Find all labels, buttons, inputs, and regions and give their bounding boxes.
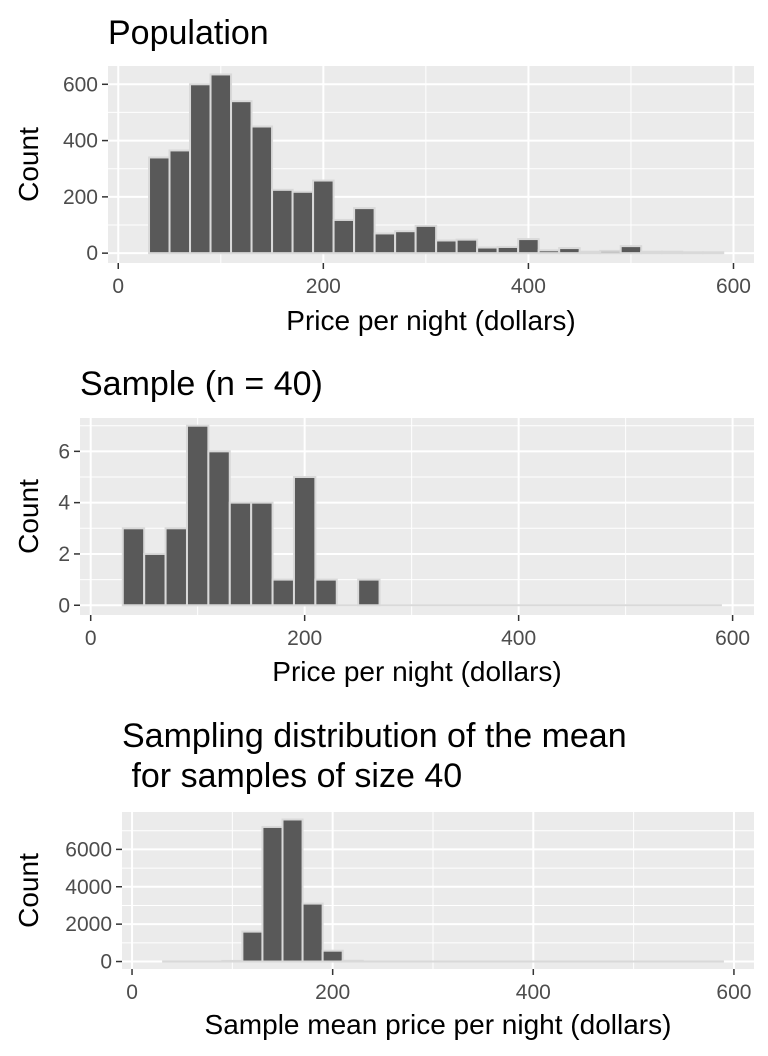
y-axis-title: Count [13, 479, 44, 554]
histogram-bar [640, 250, 663, 255]
y-tick-label: 0 [86, 242, 98, 265]
histogram-bar [301, 902, 324, 963]
histogram-bar [250, 125, 274, 255]
y-tick-label: 0 [100, 951, 112, 974]
x-tick-label: 400 [511, 275, 546, 298]
histogram-bar [681, 251, 704, 255]
histogram-bar [496, 245, 520, 255]
chart-title: Population [108, 14, 269, 52]
y-tick-label: 4000 [65, 876, 112, 899]
y-tick-label: 2 [58, 543, 70, 566]
histogram-bar [414, 224, 438, 255]
histogram-bar [599, 249, 622, 255]
y-axis-title: Count [13, 853, 44, 928]
histogram-bar [168, 149, 192, 255]
y-tick-label: 400 [63, 130, 98, 153]
x-tick-label: 0 [126, 981, 138, 1004]
histogram-bar [701, 251, 725, 255]
x-tick-label: 600 [715, 627, 750, 650]
histogram-bar [261, 825, 284, 963]
histogram-bar [341, 959, 364, 963]
histogram-bar [353, 207, 376, 255]
histogram-bar [537, 249, 561, 255]
histogram-bar [312, 179, 335, 255]
chart-title-line: Sample (n = 40) [80, 365, 323, 403]
histogram-bar [455, 238, 479, 255]
histogram-bar [291, 190, 315, 255]
x-axis-title: Price per night (dollars) [286, 305, 575, 336]
x-axis-title: Sample mean price per night (dollars) [205, 1009, 672, 1040]
x-tick-label: 400 [501, 627, 536, 650]
histogram-bar [148, 156, 171, 255]
y-tick-label: 6000 [65, 838, 112, 861]
histogram-bar [357, 578, 381, 607]
histogram-bar [435, 239, 458, 255]
histogram-bar [143, 552, 167, 607]
histogram-bar [476, 246, 499, 255]
x-tick-label: 400 [516, 981, 551, 1004]
histogram-bar [558, 247, 581, 255]
y-axis-title: Count [13, 127, 44, 202]
histogram-bar [221, 959, 244, 963]
x-tick-label: 200 [306, 275, 341, 298]
histogram-bar [271, 578, 295, 607]
y-tick-label: 0 [58, 594, 70, 617]
y-tick-label: 4 [58, 492, 70, 515]
y-tick-label: 200 [63, 186, 98, 209]
histogram-bar [578, 250, 602, 255]
x-tick-label: 0 [112, 275, 124, 298]
chart-2: 0 200 400 600 0 2 4 6 Price per night (dollars) C… [13, 365, 754, 687]
histogram-bar [271, 188, 294, 255]
histogram-bar [373, 232, 397, 255]
x-tick-label: 200 [287, 627, 322, 650]
histogram-bar [517, 238, 540, 255]
y-tick-label: 6 [58, 440, 70, 463]
histogram-bar [241, 930, 264, 963]
histogram-bar [228, 501, 253, 607]
chart-title: Sampling distribution of the mean for sa… [122, 717, 627, 795]
histogram-bar [292, 475, 317, 607]
chart-title-line: Population [108, 14, 269, 52]
histogram-bar [189, 83, 212, 255]
x-tick-label: 200 [315, 981, 350, 1004]
x-tick-label: 600 [716, 981, 751, 1004]
x-tick-label: 600 [716, 275, 751, 298]
histogram-bar [321, 949, 344, 963]
x-axis-title: Price per night (dollars) [272, 656, 561, 687]
histogram-bar [314, 578, 338, 607]
histogram-bar [121, 527, 146, 607]
chart-title: Sample (n = 40) [80, 365, 323, 403]
histogram-bar [209, 73, 233, 255]
histogram-bar [394, 230, 417, 255]
histogram-bar [619, 245, 643, 255]
chart-title-line: for samples of size 40 [122, 757, 462, 795]
histogram-bar [660, 250, 684, 255]
histogram-bar [164, 527, 188, 607]
chart-1: 0 200 400 600 0 200 400 600 Price per night (dol… [13, 14, 754, 336]
histogram-bar [185, 424, 210, 607]
histogram-bar [250, 501, 274, 607]
histogram-bar [281, 818, 304, 963]
y-tick-label: 2000 [65, 913, 112, 936]
chart-title-line: Sampling distribution of the mean [122, 717, 627, 755]
histogram-bar [332, 218, 356, 255]
x-tick-label: 0 [85, 627, 97, 650]
histogram-bar [207, 450, 231, 607]
histogram-bar [230, 100, 253, 255]
y-tick-label: 600 [63, 73, 98, 96]
plot-panel [122, 812, 754, 969]
